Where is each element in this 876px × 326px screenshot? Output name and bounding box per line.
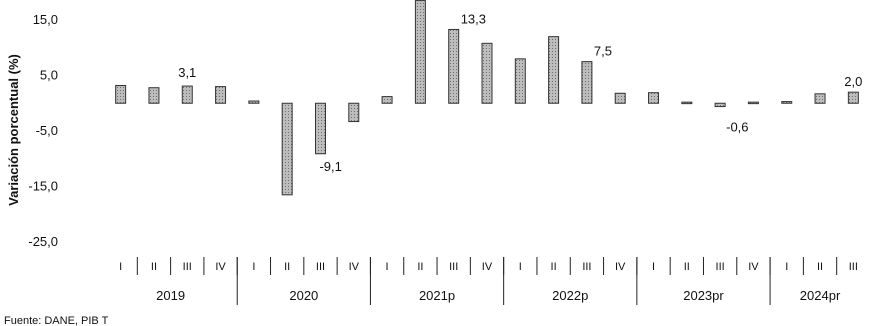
bar [614, 92, 626, 104]
bar [148, 87, 160, 104]
data-label: 2,0 [844, 74, 862, 89]
data-label: -9,1 [319, 159, 341, 174]
bar [548, 36, 560, 104]
bar [648, 92, 660, 104]
data-labels: 3,1 -9,1 13,3 7,5 -0,6 2,0 [178, 11, 862, 173]
bar [847, 91, 859, 104]
quarter-label: III [183, 261, 192, 273]
year-label: 2019 [156, 288, 185, 303]
year-label: 2022p [552, 288, 588, 303]
bars [115, 0, 859, 196]
bar [414, 0, 426, 104]
quarter-label: I [785, 261, 788, 273]
bar [348, 102, 360, 123]
year-label: 2023pr [683, 288, 724, 303]
data-label: 3,1 [178, 65, 196, 80]
y-axis-title: Variación porcentual (%) [6, 54, 21, 206]
bar [181, 85, 193, 104]
bar [781, 101, 793, 104]
quarter-label: III [716, 261, 725, 273]
y-axis-ticks: 15,0 5,0 -5,0 -15,0 -25,0 [28, 12, 58, 249]
bar [115, 84, 127, 104]
quarter-label: III [849, 261, 858, 273]
quarter-label: II [284, 261, 290, 273]
x-axis: I II III IV I II III IV I II III IV I II III IV I II III IV… [119, 257, 858, 305]
quarter-label: I [652, 261, 655, 273]
bar [248, 100, 260, 104]
bar [681, 101, 693, 105]
bar [581, 61, 593, 104]
y-tick-label: -25,0 [28, 234, 58, 249]
quarter-label: II [417, 261, 423, 273]
bar [448, 28, 460, 104]
quarter-label: IV [349, 261, 360, 273]
quarter-label: III [582, 261, 591, 273]
quarter-label: IV [615, 261, 626, 273]
quarter-label: II [551, 261, 557, 273]
quarter-label: IV [215, 261, 226, 273]
y-tick-label: 5,0 [40, 68, 58, 83]
year-label: 2020 [289, 288, 318, 303]
quarter-label: II [151, 261, 157, 273]
bar [281, 102, 293, 196]
quarter-label: III [449, 261, 458, 273]
quarter-label: II [684, 261, 690, 273]
quarter-label: I [119, 261, 122, 273]
bar [514, 58, 526, 104]
quarter-label: II [817, 261, 823, 273]
year-label: 2021p [419, 288, 455, 303]
data-label: 13,3 [461, 11, 486, 26]
quarter-label: I [252, 261, 255, 273]
data-label: -0,6 [726, 119, 748, 134]
quarter-label: IV [748, 261, 759, 273]
quarter-label: III [316, 261, 325, 273]
bar [381, 96, 393, 104]
year-label: 2024pr [800, 288, 841, 303]
y-tick-label: -5,0 [36, 123, 58, 138]
quarter-label: I [519, 261, 522, 273]
source-note: Fuente: DANE, PIB T [4, 315, 109, 326]
y-tick-label: -15,0 [28, 179, 58, 194]
quarter-label: I [386, 261, 389, 273]
y-tick-label: 15,0 [33, 12, 58, 27]
bar [481, 42, 493, 104]
bar [314, 102, 326, 155]
bar [714, 102, 726, 108]
bar [215, 86, 227, 104]
quarter-label: IV [482, 261, 493, 273]
bar [747, 101, 759, 105]
bar [814, 93, 826, 104]
data-label: 7,5 [594, 44, 612, 59]
